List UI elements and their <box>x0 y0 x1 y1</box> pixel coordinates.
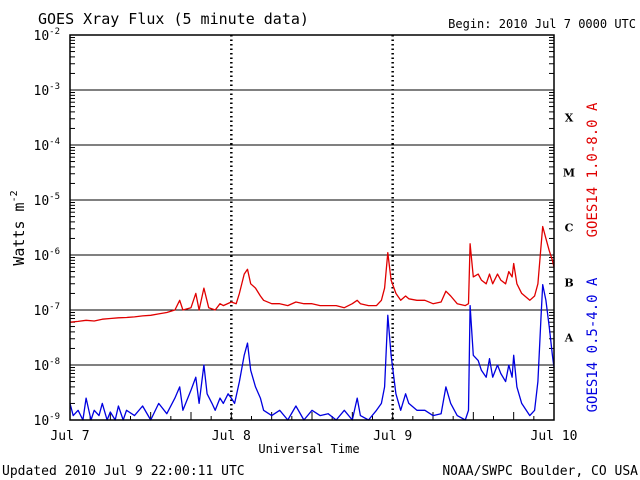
y-tick-mantissa: 10 <box>34 414 50 429</box>
y-tick-label: 10-2 <box>34 27 61 44</box>
flare-class-label: A <box>564 332 574 345</box>
legend-entry: GOES14 0.5-4.0 A <box>585 277 601 412</box>
flare-class-labels: A B C M X <box>563 112 575 345</box>
series-legend: GOES14 1.0-8.0 A GOES14 0.5-4.0 A <box>585 102 601 412</box>
x-tick-label: Jul 7 <box>50 429 89 444</box>
x-tick-label: Jul 10 <box>531 429 578 444</box>
series-line-short-wavelength <box>69 283 555 421</box>
x-tick-labels: Jul 7 Jul 8 Jul 9 Jul 10 <box>50 429 577 444</box>
y-tick-exponent: -7 <box>49 302 60 312</box>
y-tick-mantissa: 10 <box>34 84 50 99</box>
y-tick-mantissa: 10 <box>34 249 50 264</box>
legend-label: GOES14 1.0-8.0 A <box>585 102 601 237</box>
y-tick-label: 10-4 <box>34 137 61 154</box>
begin-label: Begin: 2010 Jul 7 0000 UTC <box>448 17 636 31</box>
series-line-long-wavelength <box>69 225 555 323</box>
agency-footer: NOAA/SWPC Boulder, CO USA <box>442 464 638 479</box>
y-tick-exponent: -2 <box>49 27 60 37</box>
y-tick-label: 10-3 <box>34 82 61 99</box>
y-tick-label: 10-7 <box>34 302 61 319</box>
legend-entry: GOES14 1.0-8.0 A <box>585 102 601 237</box>
y-tick-label: 10-8 <box>34 357 61 374</box>
y-tick-mantissa: 10 <box>34 29 50 44</box>
y-tick-exponent: -3 <box>49 82 60 92</box>
flare-class-label: B <box>564 277 573 290</box>
y-tick-labels: 10-910-810-710-610-510-410-310-2 <box>34 27 61 429</box>
legend-label: GOES14 0.5-4.0 A <box>585 277 601 412</box>
y-tick-exponent: -6 <box>49 247 60 257</box>
flare-class-label: X <box>565 112 574 125</box>
y-axis-label-exponent: -2 <box>9 190 20 202</box>
y-tick-mantissa: 10 <box>34 304 50 319</box>
flare-class-label: M <box>563 167 575 180</box>
y-tick-label: 10-5 <box>34 192 61 209</box>
x-tick-label: Jul 9 <box>373 429 412 444</box>
y-tick-exponent: -8 <box>49 357 60 367</box>
series-layer <box>69 225 555 421</box>
y-tick-label: 10-9 <box>34 412 61 429</box>
y-tick-exponent: -4 <box>49 137 60 147</box>
flare-class-label: C <box>565 222 574 235</box>
y-tick-exponent: -9 <box>49 412 60 422</box>
updated-footer: Updated 2010 Jul 9 22:00:11 UTC <box>2 464 245 479</box>
y-tick-label: 10-6 <box>34 247 61 264</box>
y-tick-mantissa: 10 <box>34 359 50 374</box>
y-axis-label: Watts m <box>10 202 28 265</box>
y-axis-title: Watts m-2 <box>9 190 28 265</box>
chart-title: GOES Xray Flux (5 minute data) <box>38 10 309 28</box>
y-tick-mantissa: 10 <box>34 194 50 209</box>
plot-frame <box>69 34 555 421</box>
y-tick-mantissa: 10 <box>34 139 50 154</box>
y-tick-exponent: -5 <box>49 192 60 202</box>
x-axis-label: Universal Time <box>258 442 359 456</box>
svg-text:Watts m-2: Watts m-2 <box>9 190 28 265</box>
x-tick-label: Jul 8 <box>212 429 251 444</box>
